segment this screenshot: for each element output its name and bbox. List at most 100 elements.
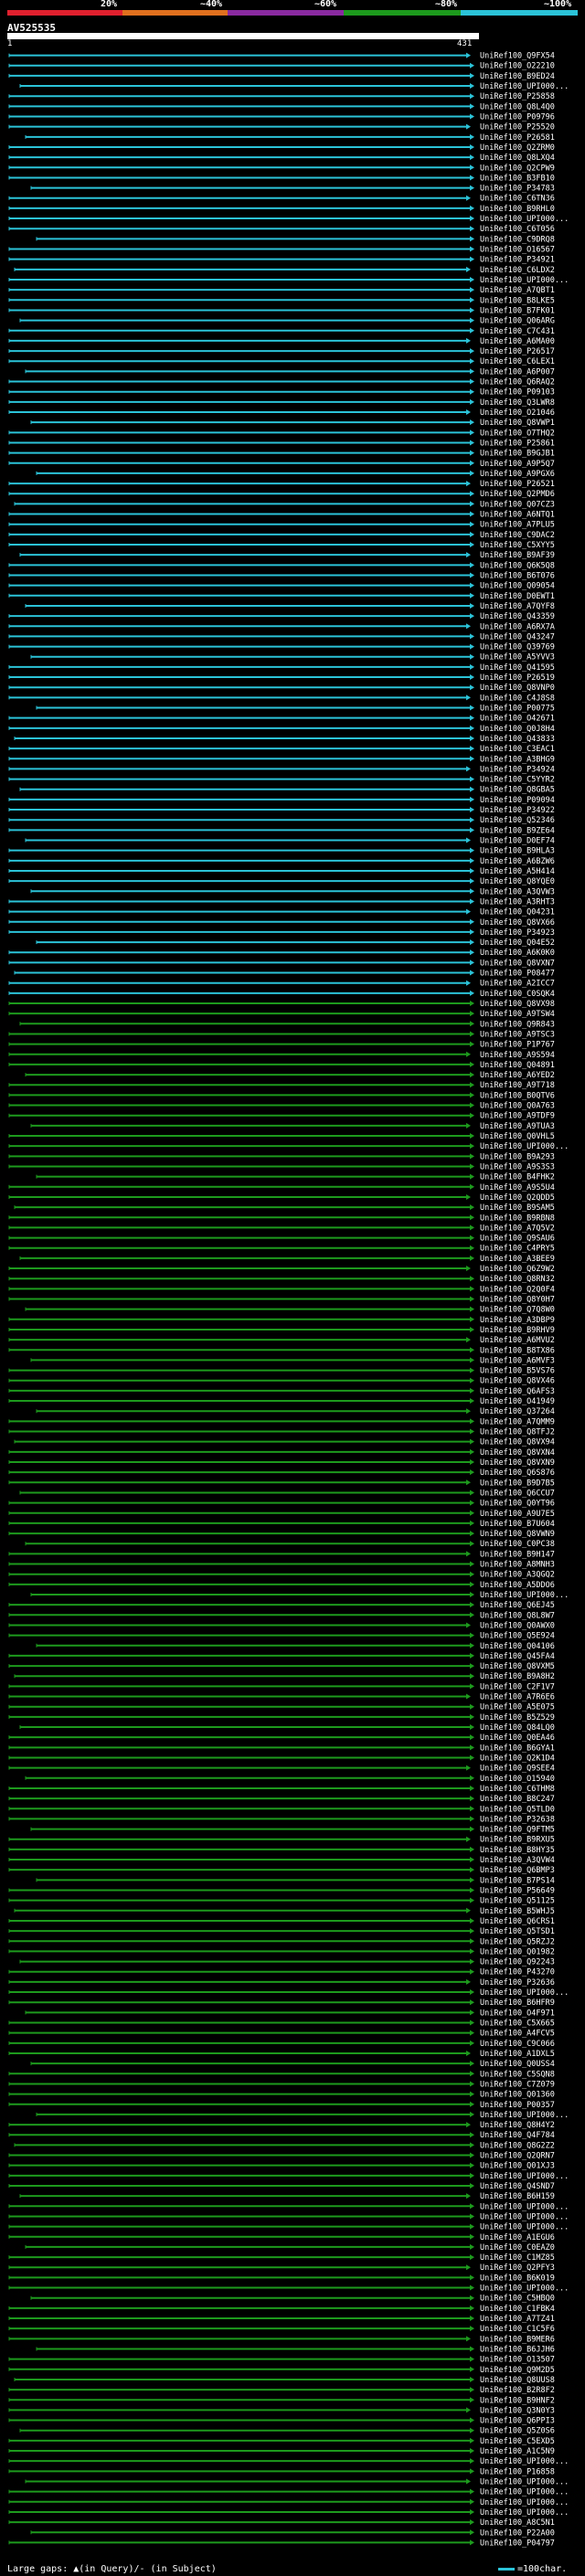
hit-label[interactable]: UniRef100_Q07CZ3: [480, 500, 555, 509]
hit-row[interactable]: UniRef100_Q5TSD1: [8, 1927, 555, 1936]
hit-label[interactable]: UniRef100_UPI000...: [480, 2508, 569, 2518]
hit-row[interactable]: UniRef100_Q04891: [8, 1061, 555, 1070]
hit-label[interactable]: UniRef100_B9MER6: [480, 2335, 555, 2344]
hit-row[interactable]: UniRef100_UPI000...: [8, 2202, 569, 2211]
hit-row[interactable]: UniRef100_A5E075: [8, 1703, 555, 1712]
hit-row[interactable]: UniRef100_C9DRQ8: [36, 235, 555, 244]
hit-row[interactable]: UniRef100_B8C247: [8, 1795, 555, 1804]
hit-row[interactable]: UniRef100_A9TUA3: [30, 1122, 555, 1131]
hit-row[interactable]: UniRef100_Q4SND7: [8, 2182, 555, 2191]
hit-row[interactable]: UniRef100_Q2ZRM0: [8, 143, 555, 153]
hit-row[interactable]: UniRef100_A5DDO6: [8, 1581, 555, 1590]
hit-row[interactable]: UniRef100_Q5TLD0: [8, 1805, 555, 1814]
hit-label[interactable]: UniRef100_Q6Z9W2: [480, 1265, 555, 1274]
hit-row[interactable]: UniRef100_UPI000...: [8, 1988, 569, 1998]
hit-label[interactable]: UniRef100_Q8Y0H7: [480, 1296, 555, 1305]
hit-label[interactable]: UniRef100_UPI000...: [480, 2457, 569, 2466]
hit-row[interactable]: UniRef100_A7QMM9: [8, 1417, 555, 1426]
hit-row[interactable]: UniRef100_Q01982: [8, 1947, 555, 1956]
hit-label[interactable]: UniRef100_B7PS14: [480, 1876, 555, 1885]
hit-row[interactable]: UniRef100_A6BZW6: [8, 857, 555, 866]
hit-row[interactable]: UniRef100_Q37264: [36, 1407, 555, 1416]
hit-row[interactable]: UniRef100_B9MER6: [8, 2335, 555, 2344]
hit-label[interactable]: UniRef100_Q04E52: [480, 938, 555, 948]
hit-label[interactable]: UniRef100_A6YED2: [480, 1071, 555, 1080]
hit-row[interactable]: UniRef100_A1DXL5: [8, 2050, 555, 2059]
hit-row[interactable]: UniRef100_P26517: [8, 347, 555, 356]
hit-label[interactable]: UniRef100_P56649: [480, 1886, 555, 1895]
hit-row[interactable]: UniRef100_O21046: [8, 408, 555, 418]
hit-label[interactable]: UniRef100_A5E075: [480, 1703, 555, 1712]
hit-row[interactable]: UniRef100_C0PC38: [25, 1540, 555, 1549]
hit-row[interactable]: UniRef100_A3BEE9: [19, 1255, 555, 1264]
hit-row[interactable]: UniRef100_Q8VWN9: [8, 1530, 555, 1539]
hit-row[interactable]: UniRef100_C6T056: [8, 225, 555, 234]
hit-label[interactable]: UniRef100_C4PRY5: [480, 1245, 555, 1254]
hit-label[interactable]: UniRef100_O13507: [480, 2356, 555, 2365]
hit-label[interactable]: UniRef100_Q5TLD0: [480, 1805, 555, 1814]
hit-row[interactable]: UniRef100_B3FB10: [8, 174, 555, 183]
hit-row[interactable]: UniRef100_O4F971: [25, 2009, 555, 2018]
hit-row[interactable]: UniRef100_Q2PMD6: [8, 490, 555, 499]
hit-label[interactable]: UniRef100_Q2PMD6: [480, 490, 555, 499]
hit-label[interactable]: UniRef100_B5Z529: [480, 1713, 555, 1723]
hit-label[interactable]: UniRef100_B9RXU5: [480, 1836, 555, 1845]
hit-row[interactable]: UniRef100_A9S594: [8, 1051, 555, 1060]
hit-row[interactable]: UniRef100_Q8L8W7: [8, 1611, 555, 1620]
hit-row[interactable]: UniRef100_O41949: [8, 1397, 555, 1406]
hit-label[interactable]: UniRef100_A9U7E5: [480, 1510, 555, 1519]
hit-row[interactable]: UniRef100_Q43833: [14, 735, 555, 744]
hit-label[interactable]: UniRef100_P32636: [480, 1978, 555, 1988]
hit-row[interactable]: UniRef100_Q6AFS3: [8, 1387, 555, 1396]
hit-row[interactable]: UniRef100_P09103: [8, 388, 555, 398]
hit-label[interactable]: UniRef100_C5SQN8: [480, 2070, 555, 2079]
hit-label[interactable]: UniRef100_Q0EA46: [480, 1733, 555, 1743]
hit-label[interactable]: UniRef100_Q8GBA5: [480, 786, 555, 795]
hit-row[interactable]: UniRef100_B9ZE64: [8, 826, 555, 835]
hit-row[interactable]: UniRef100_Q8VNP0: [8, 684, 555, 693]
hit-row[interactable]: UniRef100_P00775: [36, 705, 555, 714]
hit-label[interactable]: UniRef100_A7Q5V2: [480, 1224, 555, 1233]
hit-row[interactable]: UniRef100_B9D7B5: [8, 1479, 555, 1488]
hit-label[interactable]: UniRef100_C5EXD5: [480, 2437, 555, 2446]
hit-row[interactable]: UniRef100_Q5Z0S6: [19, 2427, 555, 2436]
hit-row[interactable]: UniRef100_A7R6E6: [8, 1693, 555, 1702]
hit-label[interactable]: UniRef100_Q8VX98: [480, 1000, 555, 1009]
hit-row[interactable]: UniRef100_A9S5U4: [8, 1183, 555, 1193]
hit-label[interactable]: UniRef100_B9RHV9: [480, 1326, 555, 1335]
hit-label[interactable]: UniRef100_Q2ZRM0: [480, 143, 555, 153]
hit-row[interactable]: UniRef100_Q2CPW9: [8, 164, 555, 173]
hit-label[interactable]: UniRef100_Q0VHL5: [480, 1132, 555, 1141]
hit-row[interactable]: UniRef100_Q7Q8W0: [25, 1306, 555, 1315]
hit-row[interactable]: UniRef100_Q52346: [8, 816, 555, 825]
hit-row[interactable]: UniRef100_P34923: [8, 928, 555, 938]
hit-label[interactable]: UniRef100_Q8VX94: [480, 1438, 555, 1447]
hit-row[interactable]: UniRef100_Q9FX54: [8, 52, 555, 61]
hit-label[interactable]: UniRef100_Q4F784: [480, 2131, 555, 2140]
hit-row[interactable]: UniRef100_Q0VHL5: [8, 1132, 555, 1141]
hit-label[interactable]: UniRef100_B6H159: [480, 2192, 555, 2201]
hit-row[interactable]: UniRef100_B6HFR9: [8, 1998, 555, 2008]
hit-row[interactable]: UniRef100_A5H414: [8, 867, 555, 876]
hit-label[interactable]: UniRef100_B9GJB1: [480, 450, 555, 459]
hit-row[interactable]: UniRef100_Q41595: [8, 663, 555, 673]
hit-label[interactable]: UniRef100_B8TX86: [480, 1346, 555, 1355]
hit-label[interactable]: UniRef100_UPI000...: [480, 2477, 569, 2486]
hit-label[interactable]: UniRef100_B6JJH6: [480, 2345, 555, 2354]
hit-row[interactable]: UniRef100_A6NTQ1: [8, 511, 555, 520]
hit-row[interactable]: UniRef100_Q8L4Q0: [8, 102, 555, 111]
hit-row[interactable]: UniRef100_Q2QDD5: [8, 1193, 555, 1203]
hit-row[interactable]: UniRef100_Q9SAU6: [8, 1235, 555, 1244]
hit-row[interactable]: UniRef100_B4FHK2: [36, 1173, 555, 1182]
hit-label[interactable]: UniRef100_B6GYA1: [480, 1744, 555, 1753]
hit-label[interactable]: UniRef100_C7C431: [480, 327, 555, 336]
hit-row[interactable]: UniRef100_Q51125: [8, 1897, 555, 1906]
hit-row[interactable]: UniRef100_A9TDF9: [8, 1112, 555, 1121]
hit-label[interactable]: UniRef100_C1C5F6: [480, 2325, 555, 2334]
hit-label[interactable]: UniRef100_C6LEX1: [480, 357, 555, 366]
hit-label[interactable]: UniRef100_P08477: [480, 970, 555, 979]
hit-row[interactable]: UniRef100_Q0A763: [8, 1102, 555, 1111]
hit-row[interactable]: UniRef100_B9RBN8: [8, 1214, 555, 1223]
hit-row[interactable]: UniRef100_P34783: [30, 185, 555, 194]
hit-label[interactable]: UniRef100_D0EF74: [480, 837, 555, 846]
